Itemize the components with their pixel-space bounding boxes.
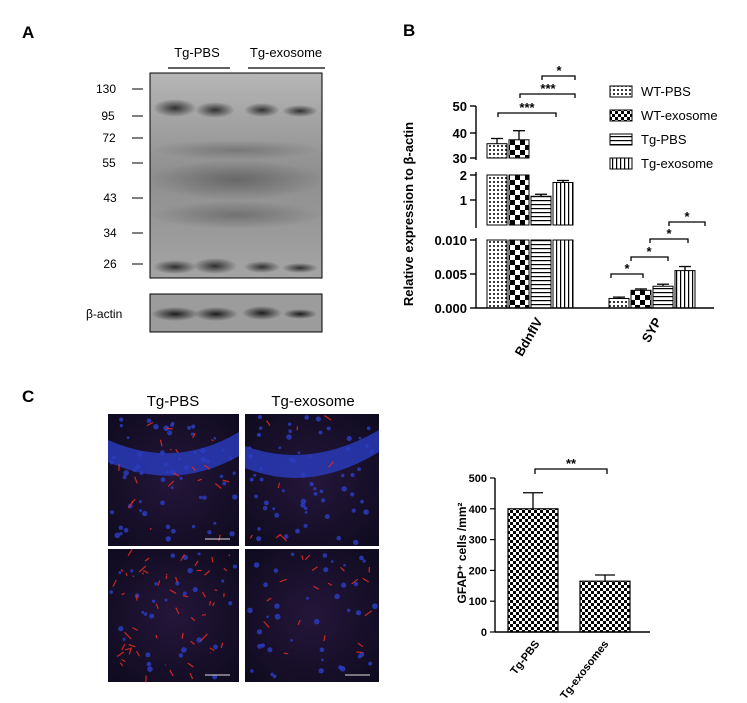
error-bar [679,265,691,271]
group-label-tg-pbs: Tg-PBS [174,45,220,60]
bar-syp-wt-pbs [608,297,630,309]
xtick-syp: SYP [639,315,665,345]
bar-bdnfiv-wt-pbs [486,143,508,309]
panel-a: A Tg-PBS Tg-exosome 130 [22,23,325,333]
sig-label: * [624,261,630,276]
bar-bdnfiv-tg-pbs [530,195,552,309]
bar-tg-pbs [507,492,559,633]
panel-b-legend: WT-PBS WT-exosome Tg-PBS Tg-exosome [609,84,718,171]
ytick: 30 [453,151,467,166]
panel-b: B Relative expression to β-actin 50 40 3… [401,21,718,359]
sig-label: * [646,244,652,259]
mw-marker: 72 [102,131,116,145]
group-label-tg-exosome: Tg-exosome [250,45,322,60]
ytick: 400 [469,504,487,516]
xtick-tg-exosomes: Tg-exosomes [558,638,611,701]
ytick: 50 [453,99,467,114]
western-blot-main [149,72,323,279]
panel-c: C Tg-PBS Tg-exosome GFAP⁺ cells /mm² 0 10… [22,387,650,702]
micrograph-tg-pbs-high [108,549,239,682]
micrographs [108,414,379,683]
mw-marker: 130 [96,82,116,96]
panel-b-ylabel: Relative expression to β-actin [401,122,416,306]
error-bar [491,137,503,144]
legend-swatch-wt-pbs [609,85,633,98]
micrograph-tg-pbs-low [108,414,239,546]
error-bar [635,288,647,291]
sig-label: *** [540,81,556,96]
bar-syp-wt-exosome [630,289,652,309]
ytick: 500 [469,473,487,485]
mw-ticks [132,88,143,265]
panel-b-error-bars [491,130,691,299]
sig-label: * [666,226,672,241]
ytick: 300 [469,535,487,547]
error-bar [513,130,525,140]
panel-c-significance-label: ** [566,456,577,471]
scale-bars [205,538,370,676]
panel-b-bars [486,139,696,309]
ytick: 0.000 [434,301,467,316]
micrograph-tg-exosome-low [245,414,379,546]
xtick-tg-pbs: Tg-PBS [508,638,542,677]
legend-label-wt-pbs: WT-PBS [641,84,691,99]
sig-label: * [684,209,690,224]
micrograph-cells [109,414,378,683]
panel-b-significance-labels: * *** *** * * * * [519,63,690,276]
error-bar [613,296,625,299]
ytick: 100 [469,596,487,608]
panel-c-bars [507,492,631,633]
bar-bdnfiv-wt-exosome [508,139,530,309]
bar-syp-tg-exosome [674,270,696,309]
sig-label: * [556,63,562,78]
mw-markers: 130 95 72 55 43 34 26 [96,82,117,271]
ytick: 0.010 [434,233,467,248]
western-blot-actin [149,293,323,333]
panel-c-significance-bracket [534,468,608,474]
mw-marker: 43 [103,191,117,205]
mw-marker: 55 [102,156,116,170]
micrograph-title-tg-pbs: Tg-PBS [147,393,200,410]
micrograph-tg-exosome-high [245,549,379,682]
error-bar [657,283,669,287]
error-bar [535,193,547,197]
sig-label: *** [519,100,535,115]
ytick: 200 [469,565,487,577]
bar-syp-tg-pbs [652,285,674,309]
panel-b-significance [497,75,706,278]
error-bar [557,179,569,183]
mw-marker: 95 [101,109,115,123]
ytick: 0 [481,627,487,639]
panel-c-yaxis: 0 100 200 300 400 500 [469,473,496,639]
ytick: 2 [460,168,467,183]
mw-marker: 26 [103,257,117,271]
panel-c-letter: C [22,387,34,406]
micrograph-title-tg-exosome: Tg-exosome [271,393,354,410]
bar-tg-exosomes [579,574,631,633]
panel-b-letter: B [403,21,415,40]
legend-label-tg-exosome: Tg-exosome [641,156,713,171]
legend-swatch-tg-pbs [609,133,633,146]
ytick: 1 [460,193,467,208]
panel-b-yaxis [470,105,477,309]
panel-b-yticks: 50 40 30 2 1 0.010 0.005 0.000 [434,99,467,316]
legend-label-tg-pbs: Tg-PBS [641,132,687,147]
legend-swatch-tg-exosome [609,157,633,170]
mw-marker: 34 [103,226,117,240]
panel-c-ylabel: GFAP⁺ cells /mm² [455,502,469,603]
xtick-bdnfiv: BdnfIV [512,315,546,359]
panel-a-letter: A [22,23,34,42]
actin-label: β-actin [86,307,122,321]
ytick: 0.005 [434,267,467,282]
legend-label-wt-exosome: WT-exosome [641,108,718,123]
ytick: 40 [453,126,467,141]
bar-bdnfiv-tg-exosome [552,182,574,309]
legend-swatch-wt-exosome [609,109,633,122]
